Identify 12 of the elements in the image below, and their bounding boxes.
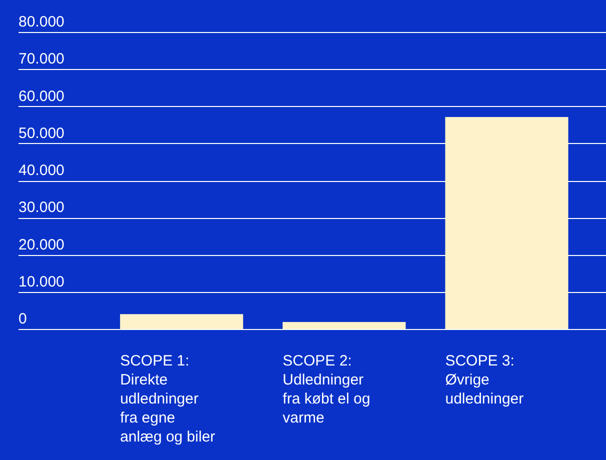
x-tick-label: SCOPE 3: Øvrige udledninger <box>445 352 524 408</box>
x-tick-label: SCOPE 1: Direkte udledninger fra egne anlæg og biler <box>120 352 216 446</box>
y-tick-label: 50.000 <box>18 124 64 142</box>
y-tick-label: 0 <box>18 310 27 328</box>
y-tick-label: 20.000 <box>18 236 64 254</box>
y-tick-label: 70.000 <box>18 50 64 68</box>
y-tick-label: 30.000 <box>18 199 64 216</box>
x-tick-label: SCOPE 2: Udledninger fra købt el og varme <box>282 352 370 426</box>
y-tick-label: 40.000 <box>18 162 64 179</box>
y-tick-label: 10.000 <box>18 273 64 290</box>
y-tick-label: 60.000 <box>18 88 64 105</box>
y-tick-label: 80.000 <box>18 14 64 30</box>
